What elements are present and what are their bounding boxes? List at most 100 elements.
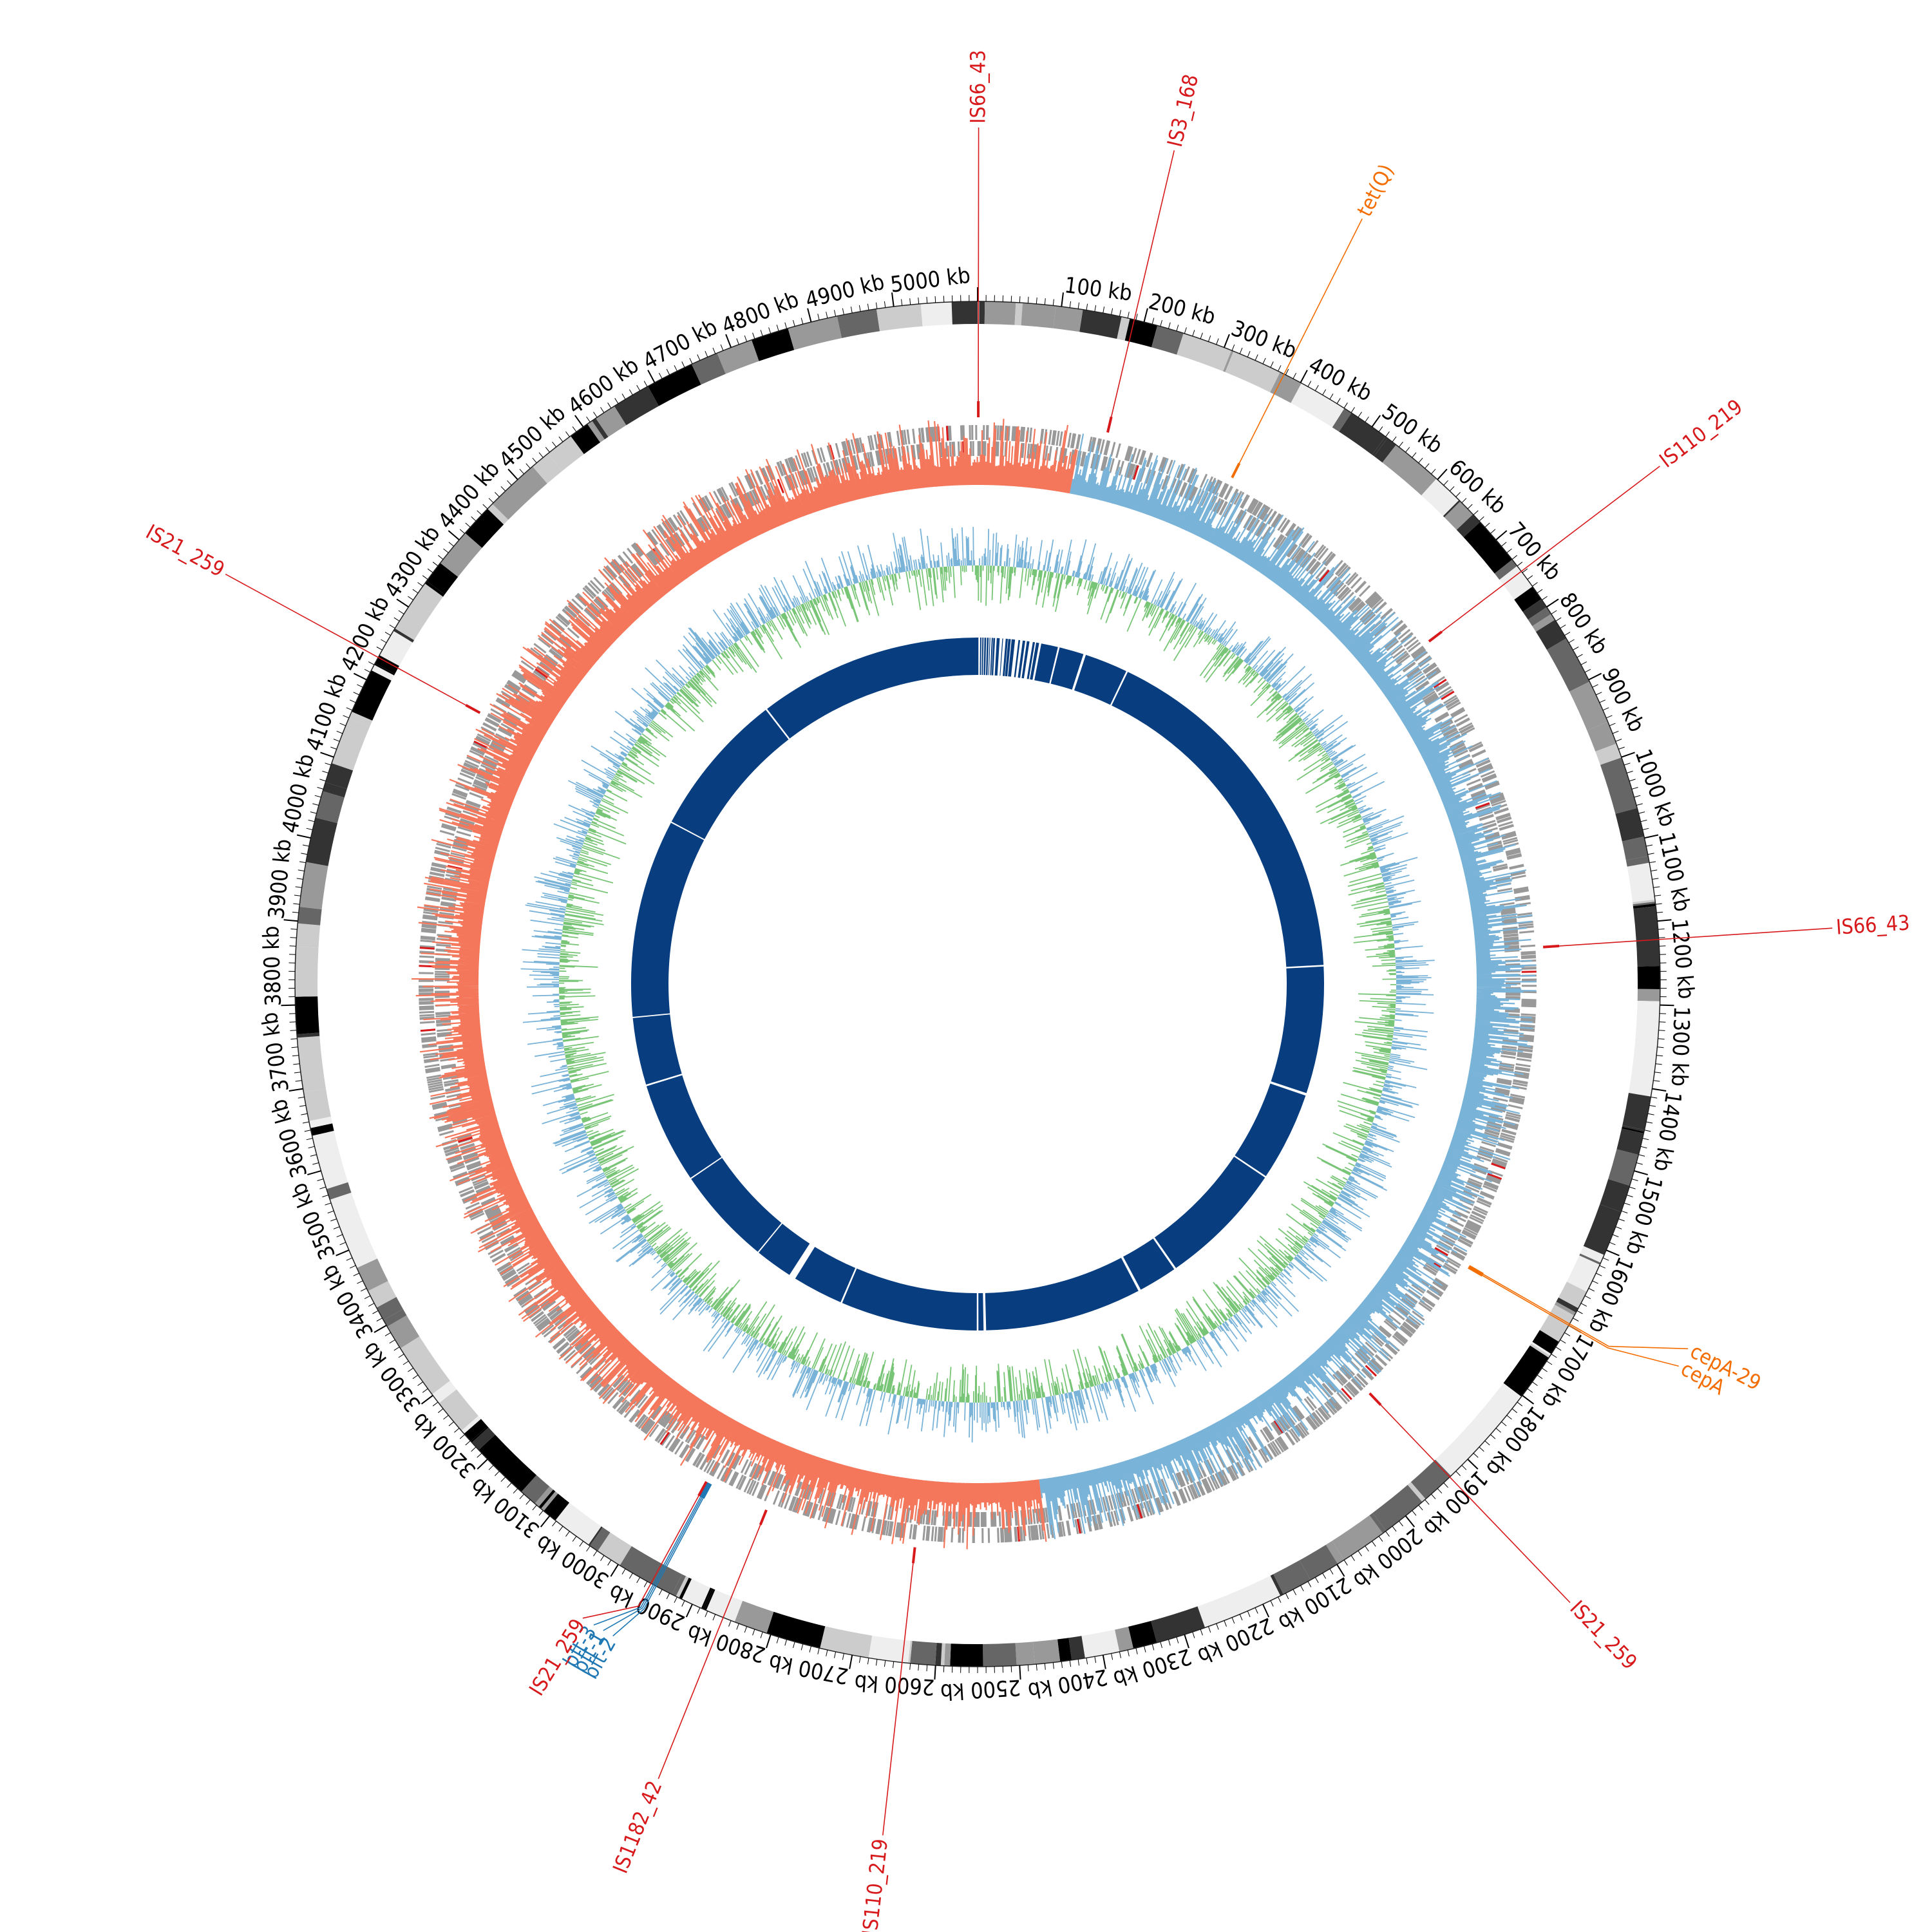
minor-tick (482, 504, 488, 509)
contig-segment (471, 1426, 489, 1443)
minor-tick (1551, 610, 1557, 614)
contig-segment (374, 663, 395, 676)
minor-tick (376, 647, 383, 650)
minor-tick (636, 1577, 641, 1584)
contig-segment (1332, 1515, 1383, 1560)
minor-tick (443, 1415, 449, 1420)
blast-hit-segment (632, 1014, 682, 1085)
tick-label: 5000 kb (889, 263, 972, 298)
tick-label: 1100 kb (1653, 830, 1695, 914)
minor-tick (322, 770, 329, 773)
minor-tick (558, 436, 564, 442)
tick-label: 4000 kb (277, 752, 319, 835)
annotation-leader-line (1238, 218, 1363, 464)
tick-label: 3600 kb (266, 1096, 313, 1180)
contig-segment (935, 1643, 942, 1666)
minor-tick (1584, 1295, 1591, 1300)
minor-tick (842, 1653, 844, 1660)
contig-segment (788, 316, 842, 350)
blast-hit-segment (1018, 640, 1025, 678)
minor-tick (909, 1663, 911, 1670)
minor-tick (294, 895, 301, 896)
blast-hit-segment (999, 638, 1003, 676)
contig-segment (1633, 902, 1656, 907)
blast-hit-segment (767, 638, 978, 739)
minor-tick (1135, 1647, 1138, 1654)
minor-tick (488, 498, 494, 504)
minor-tick (1495, 1428, 1501, 1433)
major-tick (448, 530, 460, 541)
contig-segment (1014, 302, 1023, 326)
minor-tick (1239, 1614, 1243, 1621)
contig-segment (393, 628, 415, 643)
contig-segment (330, 1192, 366, 1240)
feature-marker (1428, 630, 1443, 643)
contig-segment (1625, 856, 1650, 867)
minor-tick (1270, 1600, 1274, 1607)
contig-segment (431, 1381, 457, 1403)
minor-tick (437, 1408, 444, 1414)
minor-tick (364, 1295, 371, 1300)
contig-segment (368, 1281, 397, 1308)
feature-marker-ring (465, 401, 1560, 1564)
minor-tick (336, 730, 343, 734)
minor-tick (1127, 312, 1130, 319)
minor-tick (674, 365, 677, 372)
minor-tick (1350, 1555, 1355, 1561)
tick-label: 2500 kb (940, 1674, 1021, 1705)
minor-tick (1052, 1662, 1054, 1669)
annotation-label: IS3_168 (1162, 72, 1203, 149)
annotation-leader-line (603, 1497, 703, 1631)
contig-segment (1615, 808, 1644, 842)
minor-tick (1365, 416, 1369, 422)
contig-segment (1532, 614, 1555, 632)
major-tick (1184, 1634, 1189, 1649)
annotation-leader-line (225, 573, 466, 706)
contig-segment (1475, 1383, 1522, 1433)
minor-tick (875, 1659, 878, 1666)
minor-tick (1606, 715, 1613, 719)
minor-tick (412, 1374, 419, 1379)
blast-hit-segment (1154, 1157, 1265, 1268)
major-tick (807, 308, 812, 323)
contig-segment (1556, 1297, 1578, 1313)
contig-segment (308, 1116, 333, 1128)
minor-tick (1176, 325, 1179, 332)
contig-segment (1068, 1636, 1085, 1660)
contig-segment (1218, 1575, 1281, 1620)
minor-tick (1314, 1577, 1319, 1584)
tick-label: 1300 kb (1666, 1006, 1694, 1087)
annotation-leader-line (582, 1495, 699, 1619)
minor-tick (1094, 1656, 1097, 1663)
minor-tick (1527, 1388, 1533, 1393)
annotation-leader-line (1380, 1405, 1571, 1604)
minor-tick (325, 762, 332, 766)
minor-tick (545, 447, 550, 453)
tick-label: 1400 kb (1649, 1090, 1687, 1173)
contig-segment (1410, 1459, 1452, 1499)
contig-segment (521, 1475, 550, 1504)
minor-tick (1638, 1154, 1645, 1157)
minor-tick (1358, 412, 1362, 418)
contig-segment (461, 1416, 481, 1434)
minor-tick (1568, 639, 1575, 643)
minor-tick (850, 307, 853, 314)
minor-tick (448, 542, 454, 547)
contig-segment (296, 1032, 320, 1038)
minor-tick (1602, 707, 1609, 711)
major-tick (1102, 1654, 1106, 1669)
minor-tick (393, 1347, 400, 1351)
major-tick (1546, 598, 1559, 608)
minor-tick (1646, 1121, 1653, 1124)
minor-tick (1343, 402, 1348, 408)
minor-tick (1385, 1531, 1390, 1537)
contig-segment (1616, 1128, 1644, 1155)
minor-tick (1151, 1643, 1155, 1651)
blast-hit-segment (1050, 647, 1084, 690)
minor-tick (381, 639, 387, 643)
contig-segment (984, 301, 1016, 325)
contig-segment (717, 339, 759, 374)
contig-segment (1151, 1606, 1206, 1643)
minor-tick (393, 617, 400, 621)
